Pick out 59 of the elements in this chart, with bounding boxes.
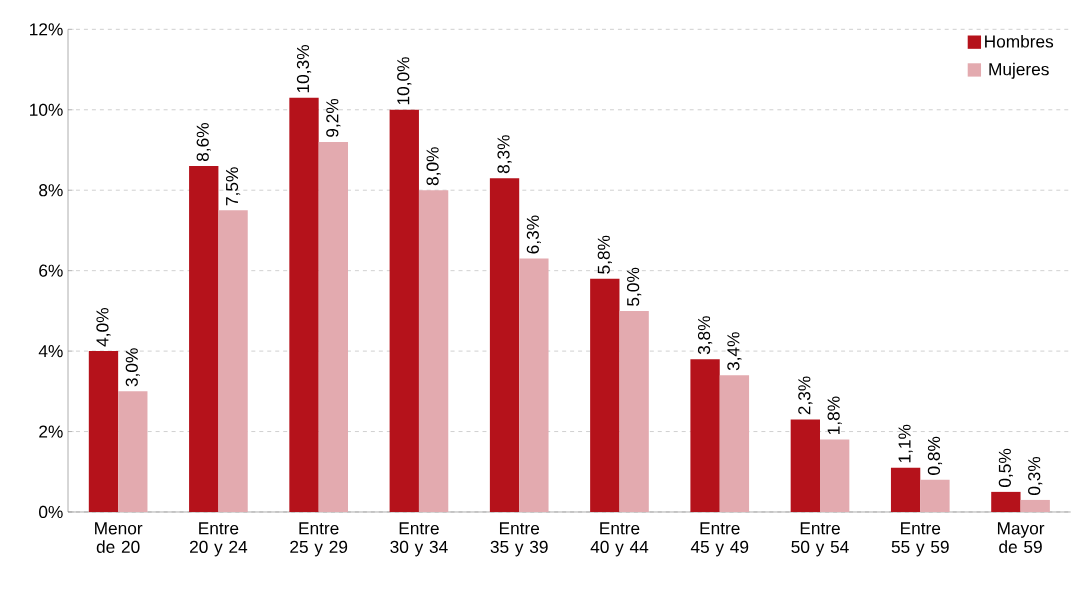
data-label: 5,8% bbox=[597, 235, 612, 274]
bar bbox=[189, 166, 219, 513]
data-label: 8,6% bbox=[196, 123, 211, 162]
x-tick-label: Entre 30 y 34 bbox=[390, 522, 448, 557]
bar bbox=[920, 479, 950, 513]
data-label: 8,3% bbox=[497, 135, 512, 174]
y-tick-label: 10% bbox=[30, 103, 63, 117]
x-tick-label: Entre 25 y 29 bbox=[290, 522, 348, 557]
bar bbox=[991, 492, 1021, 513]
y-tick-label: 4% bbox=[38, 345, 63, 358]
data-label: 0,3% bbox=[1028, 457, 1043, 496]
bar bbox=[519, 258, 549, 513]
data-label: 3,8% bbox=[697, 316, 713, 355]
data-label: 0,5% bbox=[998, 449, 1014, 488]
y-tick-label: 6% bbox=[39, 264, 63, 277]
bar bbox=[289, 97, 319, 513]
data-label: 10,3% bbox=[296, 45, 312, 93]
x-tick-label: Entre 35 y 39 bbox=[490, 522, 548, 557]
bar bbox=[820, 439, 850, 513]
x-tick-label: Mayor de 59 bbox=[997, 522, 1045, 554]
data-label: 1,8% bbox=[827, 396, 842, 435]
data-label: 1,1% bbox=[898, 424, 913, 463]
data-label: 9,2% bbox=[326, 99, 341, 138]
legend-label: Hombres bbox=[985, 35, 1054, 48]
bar bbox=[88, 351, 119, 513]
data-label: 10,0% bbox=[397, 57, 412, 105]
bar bbox=[218, 210, 248, 513]
legend-label: Mujeres bbox=[989, 62, 1049, 79]
bar bbox=[118, 391, 148, 513]
y-tick-label: 0% bbox=[39, 506, 63, 519]
data-label: 3,4% bbox=[727, 332, 742, 371]
bar bbox=[790, 419, 821, 513]
data-label: 8,0% bbox=[426, 147, 441, 186]
bar bbox=[590, 278, 620, 513]
bar bbox=[389, 109, 419, 513]
bar bbox=[1020, 500, 1050, 513]
x-tick-label: Entre 20 y 24 bbox=[190, 522, 248, 557]
data-label: 6,3% bbox=[526, 215, 542, 254]
x-tick-label: Entre 40 y 44 bbox=[590, 522, 649, 557]
bar bbox=[719, 375, 750, 513]
data-label: 7,5% bbox=[225, 167, 241, 206]
bar bbox=[690, 359, 720, 513]
y-tick-label: 8% bbox=[39, 184, 63, 197]
bar bbox=[418, 190, 449, 513]
y-tick-label: 2% bbox=[39, 425, 63, 438]
y-tick-label: 12% bbox=[30, 23, 63, 36]
data-label: 3,0% bbox=[125, 348, 140, 387]
data-label: 5,0% bbox=[627, 268, 642, 307]
data-label: 4,0% bbox=[96, 308, 111, 347]
x-tick-label: Entre 45 y 49 bbox=[690, 522, 749, 557]
data-label: 2,3% bbox=[798, 376, 813, 415]
bar bbox=[318, 142, 349, 513]
x-tick-label: Entre 55 y 59 bbox=[891, 522, 949, 557]
bar bbox=[489, 178, 520, 513]
x-tick-label: Menor de 20 bbox=[95, 522, 143, 554]
x-tick-label: Entre 50 y 54 bbox=[791, 522, 849, 557]
bar bbox=[619, 311, 649, 513]
bar bbox=[890, 467, 921, 513]
data-label: 0,8% bbox=[927, 436, 943, 476]
